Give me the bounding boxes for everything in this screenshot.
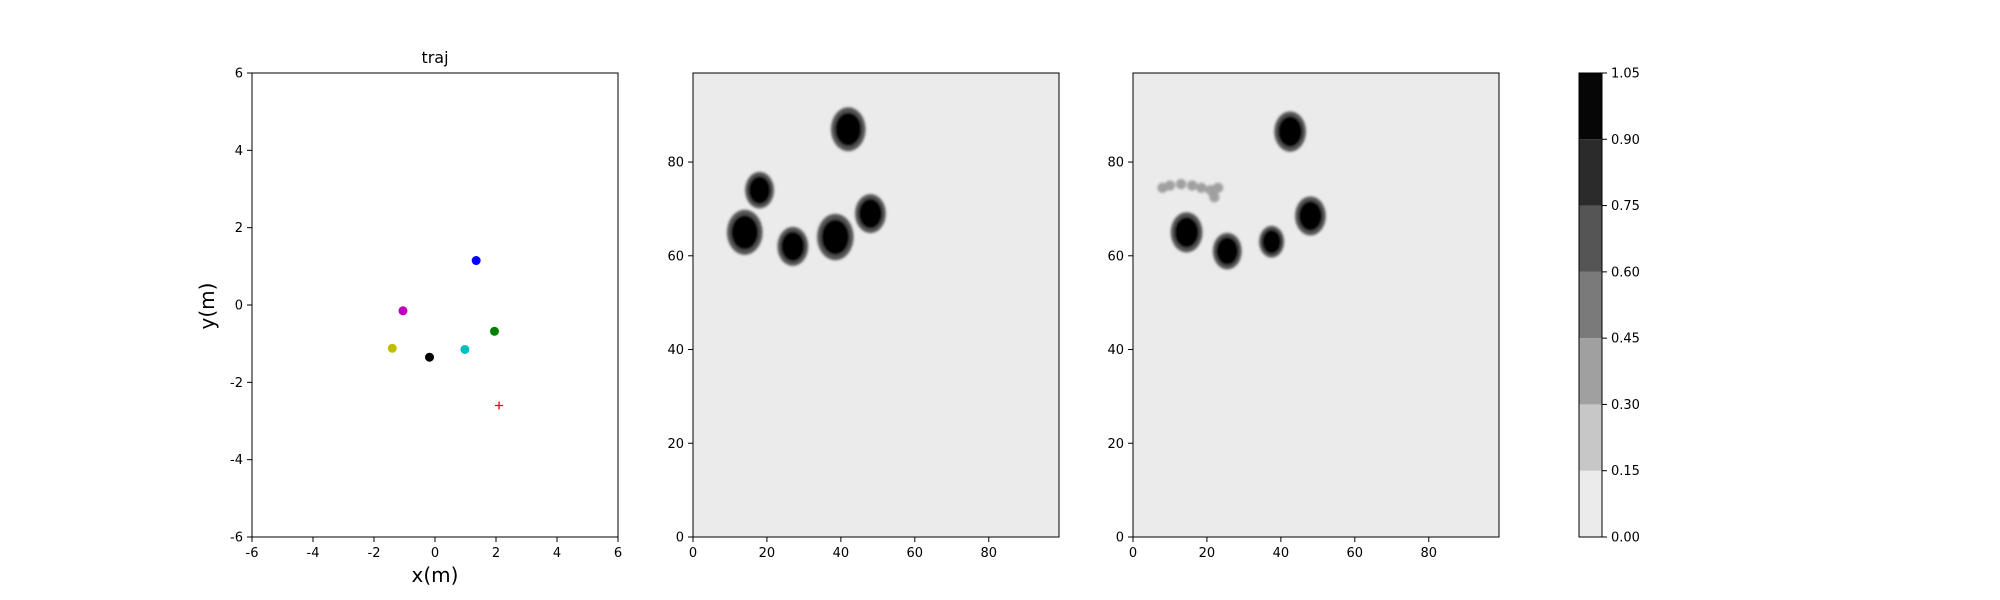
x-tick-label: 40 [1273,546,1290,561]
robot-point [425,352,435,362]
robot-point [460,344,470,354]
colorbar-tick-label: 0.90 [1611,133,1640,148]
y-axis-label: y(m) [195,283,219,330]
trail-mark [1209,192,1220,203]
obstacle-blobs [726,107,886,266]
x-tick-label: 60 [907,546,924,561]
obstacle-blob [1216,237,1239,266]
trail-mark [1196,182,1207,193]
colorbar-tick-label: 0.15 [1611,464,1640,479]
scatter-points [387,256,504,410]
x-tick-label: 80 [980,546,997,561]
y-tick-label: 60 [1107,249,1124,264]
axis-ticks: 0 20 40 60 80 0 20 40 60 80 [667,156,997,561]
plot-title: traj [421,48,448,67]
y-tick-label: 0 [1116,531,1124,546]
goal-marker [495,401,504,410]
colorbar-tick-label: 0.45 [1611,332,1640,347]
x-tick-label: 0 [431,546,439,561]
trail-mark [1212,182,1224,193]
colorbar-tick-label: 0.30 [1611,398,1640,413]
colorbar-tick-label: 0.60 [1611,265,1640,280]
x-tick-label: -2 [368,546,381,561]
trail-mark [1186,180,1198,191]
obstacle-blob [1277,116,1303,148]
y-tick-label: 6 [235,67,243,82]
axis-ticks: 0 20 40 60 80 0 20 40 60 80 [1107,156,1437,561]
y-tick-label: 2 [235,221,243,236]
colorbar-band [1579,338,1602,405]
map-background [693,73,1059,537]
plot-frame [1132,72,1500,538]
obstacle-blob [821,219,850,255]
axis-ticks: -6 -4 -2 0 2 4 6 -6 -4 -2 0 2 4 6 [230,67,622,562]
obstacle-blob [858,198,883,229]
obstacle-blob [731,215,759,250]
y-tick-label: 20 [1107,437,1124,452]
robot-point [489,326,499,336]
y-tick-label: -2 [230,376,243,391]
colorbar-tick-label: 0.00 [1611,531,1640,546]
colorbar: 0.00 0.15 0.30 0.45 0.60 0.75 0.90 1.05 [1578,67,1640,546]
colorbar-tick-label: 0.75 [1611,199,1640,214]
y-tick-label: 0 [676,531,684,546]
colorbar-tick-label: 1.05 [1611,67,1640,82]
trail-mark [1175,178,1187,190]
y-tick-label: 80 [667,156,684,171]
trail-mark [1164,180,1176,191]
y-tick-label: 0 [235,299,243,314]
robot-point [471,256,481,266]
x-tick-label: 6 [614,546,622,561]
obstacle-blob [1298,200,1323,231]
occupancy-map-estimate: 0 20 40 60 80 0 20 40 60 80 [1107,72,1500,561]
x-tick-label: 0 [1129,546,1137,561]
x-tick-label: -4 [307,546,320,561]
robot-point [398,306,408,316]
x-tick-label: 4 [553,546,561,561]
colorbar-band [1579,470,1602,537]
x-tick-label: -6 [246,546,259,561]
obstacle-blob [748,176,771,205]
occupancy-map-true: 0 20 40 60 80 0 20 40 60 80 [667,72,1060,561]
x-tick-label: 0 [689,546,697,561]
x-tick-label: 20 [1199,546,1216,561]
colorbar-band [1579,139,1602,206]
obstacle-blob [834,112,862,147]
plot-frame [692,72,1060,538]
x-tick-label: 60 [1347,546,1364,561]
y-tick-label: -6 [230,531,243,546]
colorbar-bands [1579,73,1602,537]
robot-point [387,343,397,353]
obstacle-blob [1262,229,1282,254]
colorbar-band [1579,73,1602,140]
colorbar-band [1579,271,1602,339]
x-tick-label: 2 [492,546,500,561]
y-tick-label: 4 [235,144,243,159]
x-tick-label: 40 [833,546,850,561]
obstacle-blob [780,231,805,262]
y-tick-label: 20 [667,437,684,452]
x-tick-label: 20 [759,546,776,561]
colorbar-ticks: 0.00 0.15 0.30 0.45 0.60 0.75 0.90 1.05 [1602,67,1640,546]
obstacle-blob [1174,216,1199,248]
y-tick-label: 40 [1107,343,1124,358]
obstacle-blobs [1170,111,1326,270]
plot-frame [251,72,619,538]
map-background [1133,73,1499,537]
trail-marks [1157,178,1224,203]
colorbar-band [1579,404,1602,471]
colorbar-band [1579,205,1602,272]
y-tick-label: 40 [667,343,684,358]
trajectory-plot: traj x(m) y(m) -6 -4 -2 0 2 4 6 -6 -4 -2 0 2 4 6 [195,48,622,587]
colorbar-frame [1578,72,1603,538]
y-tick-label: 60 [667,249,684,264]
x-tick-label: 80 [1420,546,1437,561]
y-tick-label: -4 [230,453,243,468]
x-axis-label: x(m) [412,563,459,587]
y-tick-label: 80 [1107,156,1124,171]
